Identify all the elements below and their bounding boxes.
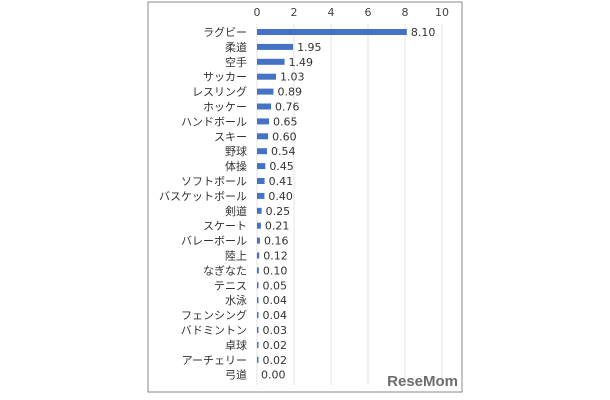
bar (257, 73, 277, 80)
bar (257, 43, 294, 50)
bar (257, 222, 261, 229)
category-label: 体操 (225, 159, 247, 173)
data-label: 0.05 (263, 279, 288, 292)
x-tick-label: 8 (402, 6, 409, 19)
data-label: 0.12 (263, 250, 288, 263)
data-label: 0.76 (275, 101, 300, 114)
bar (257, 237, 260, 244)
category-label: フェンシング (181, 308, 247, 322)
data-label: 0.10 (263, 264, 288, 277)
bar (257, 341, 259, 348)
bar (257, 297, 259, 304)
watermark: ReseMom (387, 373, 458, 390)
category-label: 陸上 (225, 250, 247, 263)
data-label: 0.89 (277, 86, 302, 99)
category-label: なぎなた (203, 263, 247, 277)
data-label: 1.49 (289, 56, 314, 69)
bar (257, 312, 259, 319)
data-label: 0.02 (263, 354, 288, 367)
bar (257, 267, 259, 274)
data-label: 0.60 (272, 130, 297, 143)
bar (257, 148, 267, 155)
bar (257, 88, 274, 95)
category-label: バスケットボール (159, 190, 247, 203)
data-label: 0.65 (273, 115, 298, 128)
data-label: 8.10 (411, 26, 436, 39)
data-label: 0.02 (263, 339, 288, 352)
bar (257, 163, 266, 170)
data-label: 0.40 (268, 190, 293, 203)
category-label: 空手 (225, 55, 247, 69)
category-label: ハンドボール (181, 115, 247, 128)
bar (257, 327, 259, 333)
category-label: アーチェリー (182, 354, 247, 367)
bar (257, 118, 270, 125)
data-label: 0.16 (264, 235, 289, 248)
bar (257, 252, 260, 259)
data-label: 0.54 (271, 145, 296, 158)
category-label: ホッケー (203, 101, 247, 114)
category-label: 水泳 (225, 293, 247, 307)
category-label: ラグビー (203, 25, 247, 39)
x-tick-label: 2 (291, 6, 298, 19)
data-label: 0.41 (269, 175, 294, 188)
bar (257, 178, 265, 184)
bar (257, 133, 269, 140)
category-label: バドミントン (181, 324, 247, 337)
bar (257, 29, 407, 35)
data-label: 0.00 (261, 369, 286, 382)
bar (257, 192, 265, 199)
x-tick-label: 10 (435, 6, 449, 19)
category-label: 卓球 (225, 338, 247, 352)
bar (257, 207, 262, 214)
category-label: スキー (214, 130, 247, 143)
x-tick-label: 4 (328, 6, 335, 19)
category-label: 野球 (225, 144, 247, 158)
category-label: サッカー (203, 71, 247, 84)
bar (257, 103, 272, 110)
category-label: 柔道 (225, 40, 247, 54)
data-label: 1.03 (280, 71, 305, 84)
data-label: 0.04 (263, 309, 288, 322)
category-label: 弓道 (225, 368, 247, 382)
data-label: 0.04 (263, 294, 288, 307)
data-label: 0.21 (265, 220, 290, 233)
category-label: バレーボール (181, 235, 247, 248)
category-label: テニス (214, 279, 247, 292)
data-label: 0.45 (269, 160, 294, 173)
category-label: ソフトボール (181, 175, 247, 188)
data-label: 1.95 (297, 41, 322, 54)
category-label: スケート (203, 220, 247, 233)
chart-frame (147, 1, 463, 393)
x-tick-label: 6 (365, 6, 372, 19)
data-label: 0.03 (263, 324, 288, 337)
category-label: レスリング (192, 85, 247, 99)
bar (257, 58, 285, 65)
bar (257, 282, 259, 289)
category-label: 剣道 (225, 204, 247, 218)
data-label: 0.25 (266, 205, 291, 218)
x-tick-label: 0 (254, 6, 261, 19)
bar (257, 356, 259, 363)
